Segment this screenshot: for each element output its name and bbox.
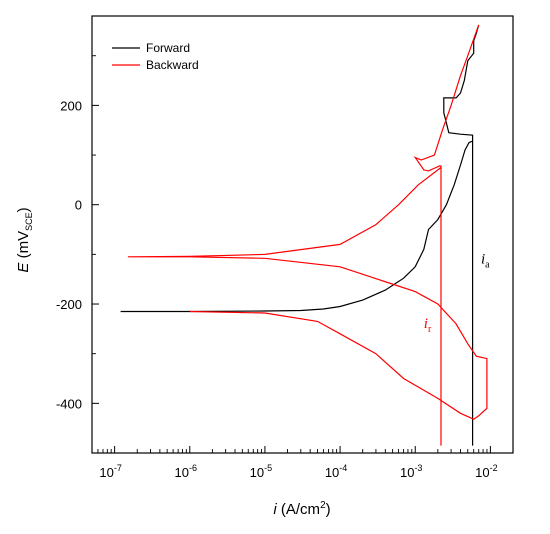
x-axis-title-var: i bbox=[273, 501, 277, 518]
x-tick-base: 10 bbox=[475, 465, 489, 480]
series-line-backward bbox=[127, 24, 488, 446]
x-axis-title: i (A/cm2) bbox=[273, 500, 330, 518]
x-tick-label: 10-2 bbox=[475, 463, 497, 480]
x-tick-exponent: -2 bbox=[490, 463, 498, 473]
x-tick-exponent: -4 bbox=[339, 463, 347, 473]
legend-label-backward: Backward bbox=[146, 58, 199, 72]
x-tick-label: 10-3 bbox=[400, 463, 422, 480]
annotation-i-a: ia bbox=[481, 251, 490, 270]
y-tick-label: -200 bbox=[56, 297, 82, 312]
x-tick-exponent: -7 bbox=[114, 463, 122, 473]
x-tick-exponent: -5 bbox=[264, 463, 272, 473]
x-tick-base: 10 bbox=[175, 465, 189, 480]
annotation-i-r: ir bbox=[424, 316, 432, 335]
x-axis-title-unit: (A/cm bbox=[277, 501, 320, 518]
x-tick-label: 10-4 bbox=[325, 463, 347, 480]
series-line-forward bbox=[120, 24, 480, 446]
y-axis-title-unit: (mV bbox=[15, 231, 32, 263]
annotation-sub: r bbox=[428, 324, 432, 335]
x-tick-base: 10 bbox=[250, 465, 264, 480]
plot-frame bbox=[91, 15, 514, 454]
x-tick-label: 10-6 bbox=[175, 463, 197, 480]
y-tick-label: 0 bbox=[75, 198, 82, 213]
y-axis: -400 -200 0 200 bbox=[56, 55, 99, 454]
y-tick-label: -400 bbox=[56, 396, 82, 411]
x-tick-base: 10 bbox=[325, 465, 339, 480]
series-layer bbox=[120, 24, 488, 446]
annotation-var: i bbox=[481, 251, 485, 267]
annotation-var: i bbox=[424, 316, 428, 332]
y-axis-title-sub: SCE bbox=[24, 212, 34, 231]
legend-label-forward: Forward bbox=[146, 41, 190, 55]
x-axis-title-close: ) bbox=[326, 501, 331, 518]
x-tick-base: 10 bbox=[400, 465, 414, 480]
y-axis-title-var: E bbox=[15, 262, 32, 273]
annotation-sub: a bbox=[485, 259, 490, 270]
x-tick-label: 10-7 bbox=[99, 463, 121, 480]
x-tick-label: 10-5 bbox=[250, 463, 272, 480]
x-tick-base: 10 bbox=[99, 465, 113, 480]
x-tick-exponent: -6 bbox=[189, 463, 197, 473]
x-axis-title-sup: 2 bbox=[320, 500, 326, 511]
legend: Forward Backward bbox=[112, 41, 199, 72]
x-axis: 10-7 10-6 10-5 10-4 10-3 10-2 bbox=[91, 446, 498, 480]
y-axis-title-close: ) bbox=[15, 207, 32, 212]
y-axis-title: E (mVSCE) bbox=[15, 207, 34, 272]
y-tick-label: 200 bbox=[60, 98, 82, 113]
x-tick-exponent: -3 bbox=[414, 463, 422, 473]
